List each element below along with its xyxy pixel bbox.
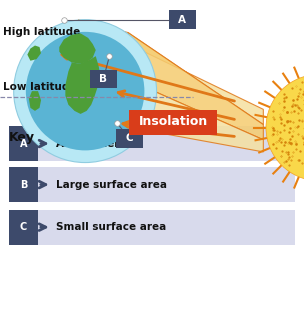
FancyBboxPatch shape — [169, 10, 196, 29]
Text: B: B — [20, 179, 27, 190]
FancyBboxPatch shape — [116, 129, 143, 148]
Circle shape — [14, 20, 157, 162]
Text: A: A — [20, 138, 27, 149]
Text: High latitude: High latitude — [3, 27, 80, 37]
Text: B: B — [99, 74, 107, 84]
FancyBboxPatch shape — [9, 167, 295, 202]
Text: Low latitude: Low latitude — [3, 82, 77, 92]
Text: C: C — [125, 133, 133, 143]
Polygon shape — [59, 33, 96, 64]
Circle shape — [266, 74, 304, 181]
FancyBboxPatch shape — [9, 210, 38, 245]
FancyBboxPatch shape — [9, 126, 38, 161]
FancyBboxPatch shape — [9, 126, 295, 161]
FancyBboxPatch shape — [9, 210, 295, 245]
Polygon shape — [27, 46, 41, 61]
Text: C: C — [20, 222, 27, 232]
Polygon shape — [29, 91, 41, 111]
Polygon shape — [146, 88, 263, 152]
FancyBboxPatch shape — [129, 110, 217, 135]
Text: A: A — [178, 15, 186, 25]
Text: Insolation: Insolation — [139, 115, 208, 128]
Text: Key: Key — [9, 131, 35, 144]
Polygon shape — [78, 20, 263, 125]
FancyBboxPatch shape — [90, 70, 117, 88]
Circle shape — [26, 32, 144, 150]
FancyBboxPatch shape — [9, 167, 38, 202]
Text: Atmosphere: Atmosphere — [56, 138, 128, 149]
Polygon shape — [128, 33, 263, 140]
Text: Large surface area: Large surface area — [56, 179, 167, 190]
Polygon shape — [65, 56, 100, 114]
Text: Small surface area: Small surface area — [56, 222, 167, 232]
